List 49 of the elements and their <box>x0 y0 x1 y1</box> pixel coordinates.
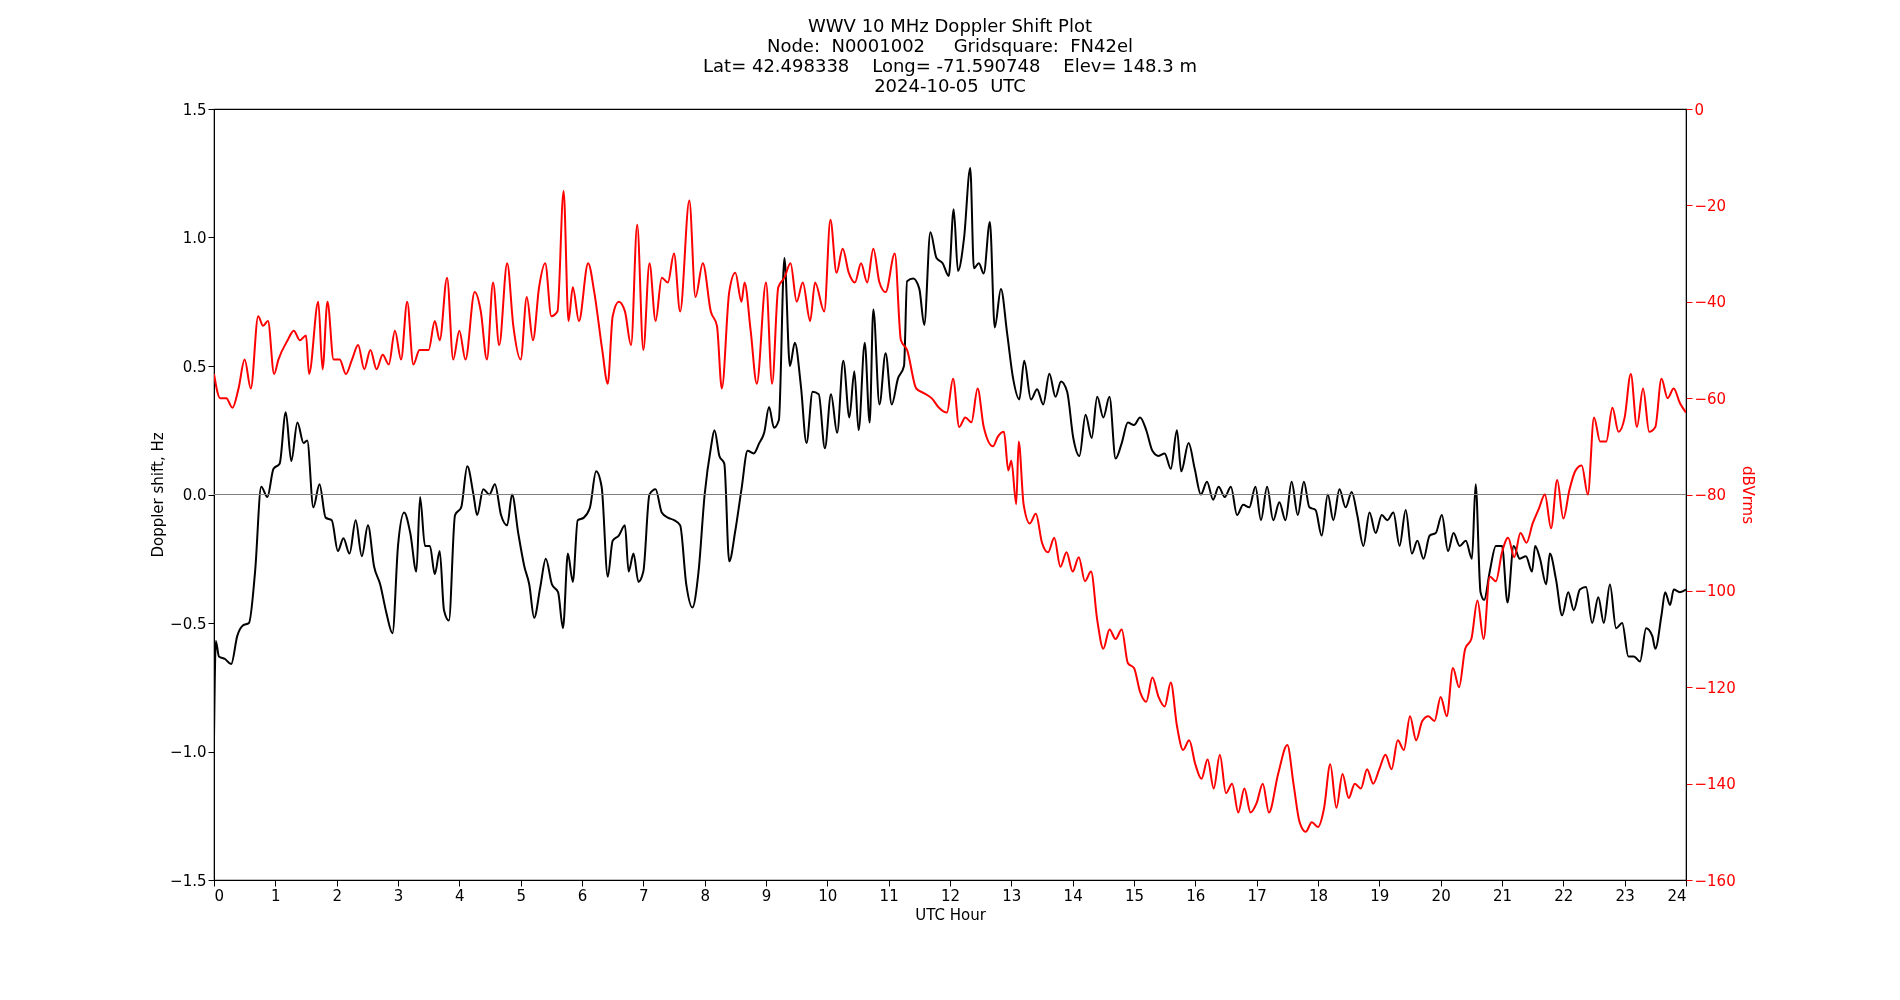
y2-tick-label: −160 <box>1694 871 1736 890</box>
y2-tick-label: −80 <box>1694 486 1727 504</box>
x-tick-label: 19 <box>1370 886 1390 905</box>
x-tick-label: 6 <box>577 886 588 905</box>
y2-tick-label: −20 <box>1694 196 1727 215</box>
x-tick-label: 8 <box>700 886 710 905</box>
y2-tick-label: 0 <box>1694 100 1705 119</box>
y-tick-label: −0.5 <box>170 614 207 633</box>
x-tick-label: 18 <box>1308 886 1329 905</box>
x-tick-label: 4 <box>455 886 465 905</box>
x-tick-label: 15 <box>1124 886 1145 905</box>
chart-title: WWV 10 MHz Doppler Shift Plot <box>808 15 1092 36</box>
y-tick-label: 1.5 <box>182 100 207 119</box>
text: 2024-10-05 UTC <box>874 75 1026 96</box>
x-tick-label: 23 <box>1615 886 1635 905</box>
x-tick-label: 2 <box>332 886 342 905</box>
x-tick-label: 11 <box>879 886 899 905</box>
line-series <box>214 189 1686 833</box>
x-tick-label: 14 <box>1063 886 1083 905</box>
x-tick-label: 7 <box>639 886 649 905</box>
y2-tick-label: −120 <box>1694 678 1736 697</box>
x-tick-label: 1 <box>271 886 281 905</box>
y-tick-label: 1.0 <box>182 229 207 247</box>
text: Node: N0001002 Gridsquare: FN42el <box>766 35 1134 56</box>
x-axis-title: UTC Hour <box>915 905 987 924</box>
y-tick-label: −1.0 <box>170 743 207 761</box>
y2-tick-label: −140 <box>1694 775 1736 794</box>
x-tick-label: 9 <box>761 886 772 905</box>
y2-axis-title: dBVrms <box>1738 466 1757 525</box>
x-tick-label: 24 <box>1667 886 1687 905</box>
y2-tick-label: −40 <box>1694 293 1727 312</box>
x-tick-label: 16 <box>1186 886 1206 905</box>
x-tick-label: 12 <box>940 886 961 905</box>
x-tick-label: 22 <box>1554 886 1574 905</box>
y2-tick-label: −100 <box>1694 582 1736 601</box>
y-tick-label: 0.5 <box>182 357 207 376</box>
x-tick-label: 17 <box>1247 886 1267 905</box>
y-axis-title: Doppler shift, Hz <box>149 432 168 558</box>
x-tick-label: 20 <box>1431 886 1451 905</box>
y-tick-label: 0.0 <box>182 486 207 504</box>
x-tick-label: 3 <box>393 886 404 905</box>
x-tick-label: 0 <box>214 886 225 905</box>
x-tick-label: 10 <box>818 886 838 905</box>
x-tick-label: 13 <box>1002 886 1022 905</box>
text: Lat= 42.498338 Long= -71.590748 Elev= 148.3 m <box>703 55 1197 76</box>
y2-tick-label: −60 <box>1694 389 1727 408</box>
x-tick-label: 5 <box>516 886 526 905</box>
y-tick-label: −1.5 <box>170 871 207 890</box>
x-tick-label: 21 <box>1492 886 1513 905</box>
